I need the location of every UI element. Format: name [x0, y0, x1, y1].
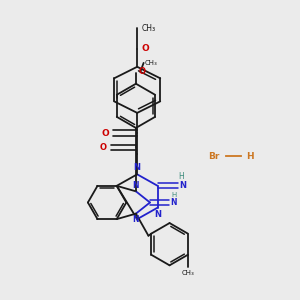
Text: N: N	[179, 181, 186, 190]
Text: O: O	[100, 142, 107, 152]
Text: CH₃: CH₃	[145, 60, 158, 66]
Text: O: O	[139, 68, 146, 76]
Text: N: N	[170, 198, 177, 207]
Text: H: H	[178, 172, 184, 181]
Text: O: O	[101, 129, 109, 138]
Text: N: N	[133, 181, 139, 190]
Text: H: H	[246, 152, 254, 161]
Text: N: N	[154, 210, 161, 219]
Text: Br: Br	[208, 152, 220, 161]
Text: O: O	[142, 44, 150, 53]
Text: N: N	[133, 215, 139, 224]
Text: CH₃: CH₃	[142, 24, 156, 33]
Text: N: N	[134, 163, 141, 172]
Text: CH₃: CH₃	[182, 270, 194, 276]
Text: H: H	[171, 192, 176, 198]
